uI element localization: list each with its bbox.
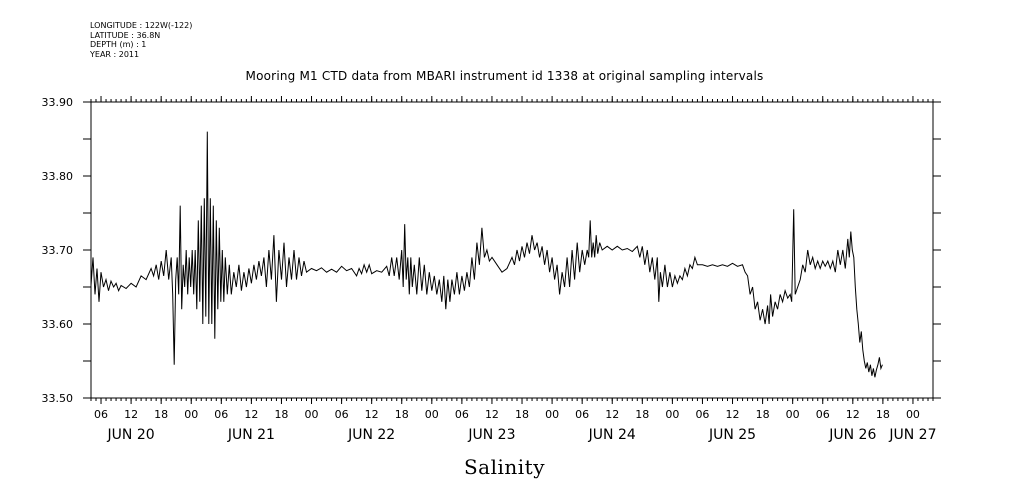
x-day-label: JUN 26 bbox=[828, 427, 876, 443]
x-hour-tick-label: 18 bbox=[274, 408, 288, 421]
x-hour-tick-label: 12 bbox=[124, 408, 138, 421]
x-day-label: JUN 22 bbox=[347, 427, 395, 443]
y-tick-label: 33.70 bbox=[42, 244, 74, 257]
x-hour-tick-label: 00 bbox=[786, 408, 800, 421]
x-hour-tick-label: 00 bbox=[425, 408, 439, 421]
x-day-label: JUN 25 bbox=[708, 427, 756, 443]
x-hour-tick-label: 00 bbox=[545, 408, 559, 421]
y-tick-label: 33.90 bbox=[42, 96, 74, 109]
depth-label: DEPTH (m) : 1 bbox=[90, 40, 147, 49]
x-day-label: JUN 24 bbox=[588, 427, 636, 443]
x-hour-tick-label: 00 bbox=[906, 408, 920, 421]
x-hour-tick-label: 06 bbox=[575, 408, 589, 421]
x-day-label: JUN 27 bbox=[888, 427, 936, 443]
x-hour-tick-label: 06 bbox=[94, 408, 108, 421]
x-day-label: JUN 23 bbox=[467, 427, 515, 443]
x-hour-tick-label: 12 bbox=[485, 408, 499, 421]
x-hour-tick-label: 06 bbox=[335, 408, 349, 421]
metadata-block: LONGITUDE : 122W(-122) LATITUDE : 36.8N … bbox=[90, 21, 192, 59]
x-hour-tick-label: 00 bbox=[184, 408, 198, 421]
y-tick-label: 33.80 bbox=[42, 170, 74, 183]
y-tick-label: 33.60 bbox=[42, 318, 74, 331]
year-label: YEAR : 2011 bbox=[90, 49, 140, 59]
x-hour-tick-label: 18 bbox=[395, 408, 409, 421]
x-hour-tick-label: 12 bbox=[365, 408, 379, 421]
x-hour-tick-label: 12 bbox=[605, 408, 619, 421]
x-hour-tick-label: 12 bbox=[244, 408, 258, 421]
x-hour-tick-label: 18 bbox=[515, 408, 529, 421]
x-day-label: JUN 21 bbox=[227, 427, 275, 443]
latitude-label: LATITUDE : 36.8N bbox=[90, 30, 161, 40]
x-hour-tick-label: 18 bbox=[154, 408, 168, 421]
x-hour-tick-label: 00 bbox=[305, 408, 319, 421]
x-hour-tick-label: 06 bbox=[455, 408, 469, 421]
x-hour-tick-label: 06 bbox=[816, 408, 830, 421]
x-hour-tick-label: 18 bbox=[756, 408, 770, 421]
longitude-label: LONGITUDE : 122W(-122) bbox=[90, 21, 193, 30]
x-day-label: JUN 20 bbox=[107, 427, 155, 443]
x-hour-tick-label: 18 bbox=[876, 408, 890, 421]
salinity-series-line bbox=[90, 131, 883, 378]
x-hour-tick-label: 18 bbox=[635, 408, 649, 421]
y-tick-label: 33.50 bbox=[42, 392, 74, 405]
x-hour-tick-label: 06 bbox=[695, 408, 709, 421]
x-hour-tick-label: 12 bbox=[846, 408, 860, 421]
x-hour-tick-label: 12 bbox=[726, 408, 740, 421]
x-hour-tick-label: 00 bbox=[665, 408, 679, 421]
x-hour-tick-label: 06 bbox=[214, 408, 228, 421]
chart-title: Mooring M1 CTD data from MBARI instrumen… bbox=[245, 69, 764, 83]
x-axis-title: Salinity bbox=[463, 455, 546, 479]
